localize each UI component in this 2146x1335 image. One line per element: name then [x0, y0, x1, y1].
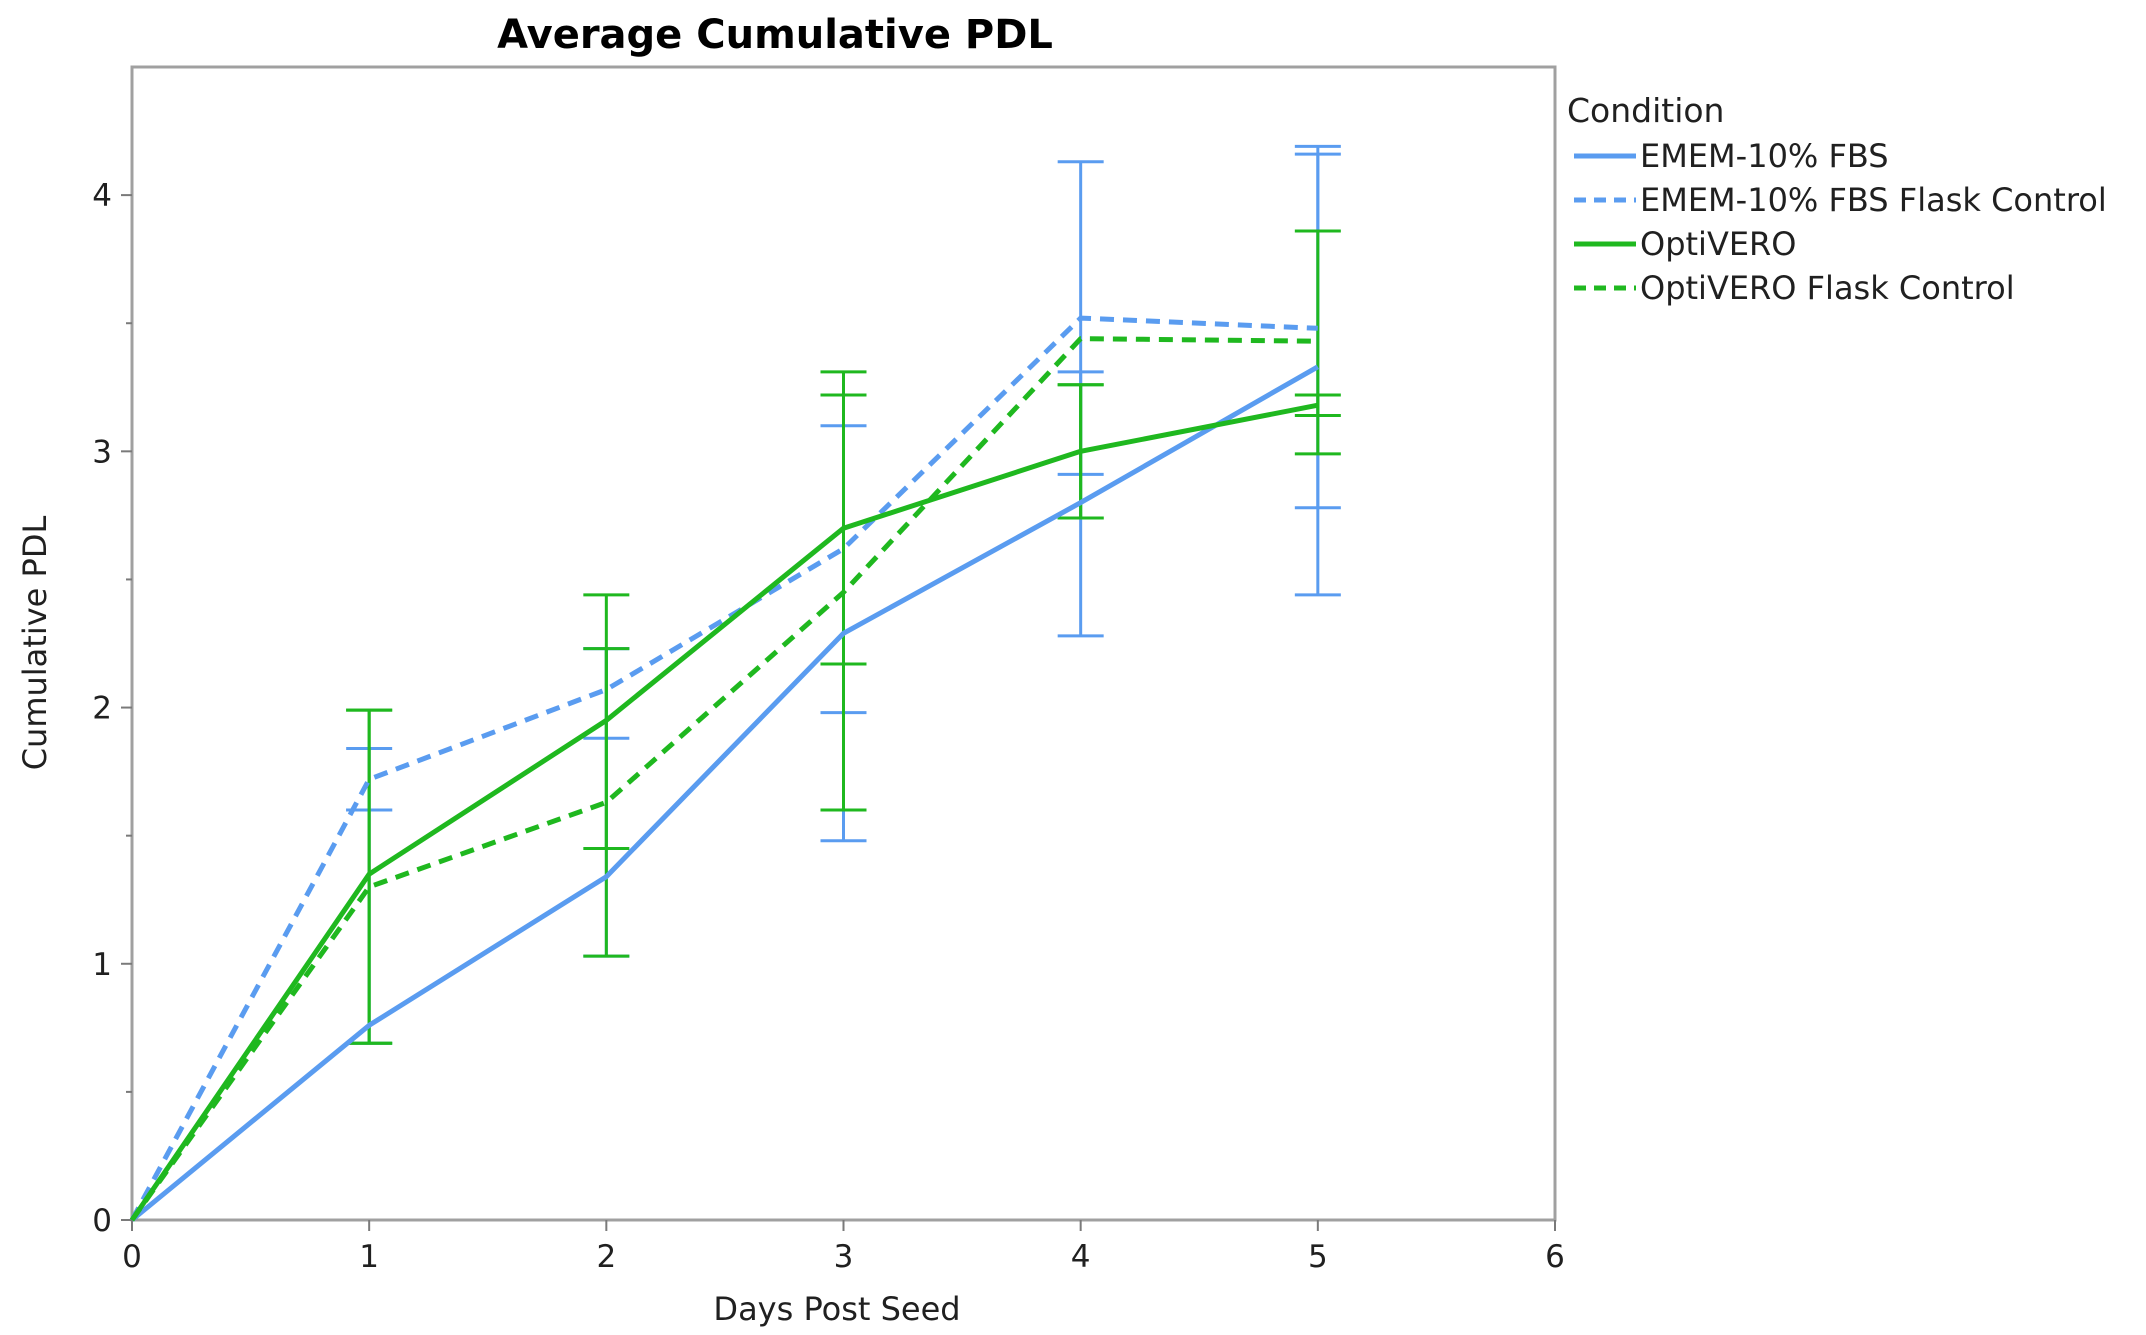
x-tick-label: 2	[596, 1239, 616, 1275]
series-line-3	[129, 336, 1318, 1222]
y-tick-label: 1	[92, 947, 112, 983]
y-tick-label: 2	[92, 691, 112, 727]
x-tick-label: 5	[1308, 1239, 1328, 1275]
chart-title: Average Cumulative PDL	[497, 12, 1053, 58]
y-axis-label: Cumulative PDL	[16, 516, 54, 771]
x-tick-label: 1	[359, 1239, 379, 1275]
x-tick-label: 3	[834, 1239, 854, 1275]
legend-label: OptiVERO	[1640, 225, 1796, 263]
y-tick-label: 4	[92, 178, 112, 214]
x-axis-label: Days Post Seed	[713, 1290, 960, 1328]
y-axis: 0 1 2 3 4	[92, 178, 132, 1239]
legend-label: EMEM-10% FBS	[1640, 137, 1889, 175]
legend-label: EMEM-10% FBS Flask Control	[1640, 181, 2107, 219]
series-layer	[129, 144, 1341, 1222]
x-tick-label: 0	[122, 1239, 142, 1275]
series-line-0	[130, 364, 1320, 1222]
series-line-1	[129, 315, 1318, 1222]
y-tick-label: 0	[92, 1203, 112, 1239]
series-line-2	[129, 402, 1319, 1222]
x-tick-label: 6	[1545, 1239, 1565, 1275]
x-tick-label: 4	[1071, 1239, 1091, 1275]
legend-label: OptiVERO Flask Control	[1640, 269, 2015, 307]
x-axis: 0 1 2 3 4 5 6	[122, 1220, 1565, 1275]
legend: Condition EMEM-10% FBS EMEM-10% FBS Flask…	[1567, 91, 2107, 307]
y-tick-label: 3	[92, 434, 112, 470]
legend-title: Condition	[1567, 91, 1724, 130]
